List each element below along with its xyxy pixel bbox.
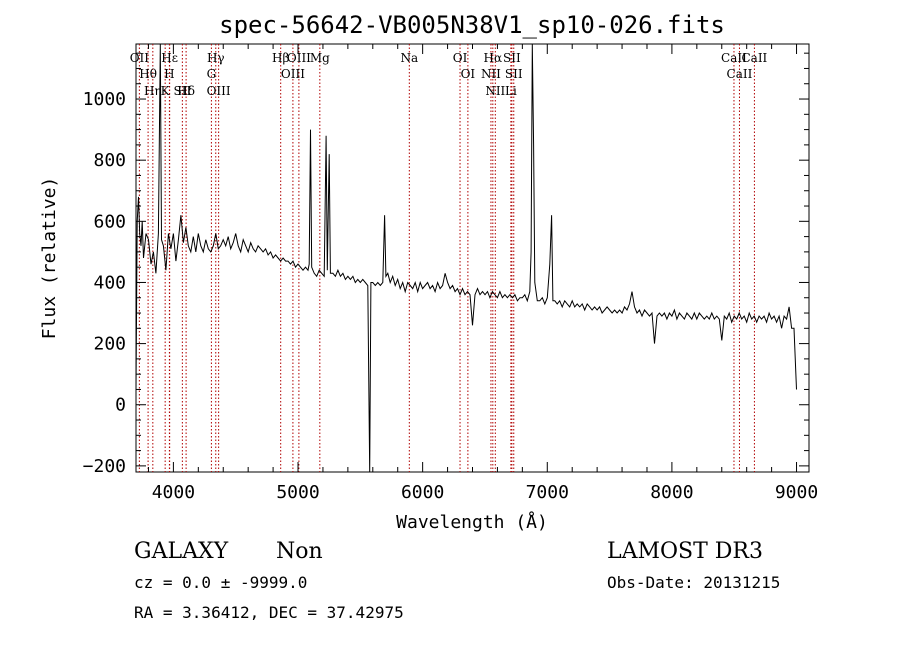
line-label: Hγ [207,51,225,65]
line-label: Hε [161,51,178,65]
emission-line-markers [138,44,755,472]
line-label: Hη [144,84,162,98]
x-tick-label: 8000 [650,482,693,503]
y-tick-label: 600 [93,211,126,232]
line-label: H [164,67,174,81]
object-subclass: Non [276,539,323,564]
line-label: CaII [721,51,747,65]
coordinates-readout: RA = 3.36412, DEC = 37.42975 [134,603,404,622]
line-label: Hδ [177,84,195,98]
line-label: Hθ [139,67,157,81]
x-tick-label: 7000 [526,482,569,503]
line-label: SII [505,67,523,81]
y-tick-label: 400 [93,272,126,293]
x-tick-label: 4000 [152,482,195,503]
x-tick-label: 5000 [276,482,319,503]
line-label: NII [485,84,505,98]
plot-frame [135,43,810,473]
x-tick-label: 9000 [775,482,818,503]
line-label: G [207,67,217,81]
line-label: Li [505,84,517,98]
y-axis-ticks: −200 0 200 400 600 800 1000 [83,52,809,477]
survey-label: LAMOST DR3 [607,539,763,564]
spectrum-line [135,43,797,473]
line-label: Mg [310,51,330,65]
x-axis-label: Wavelength (Å) [396,511,548,533]
object-class: GALAXY [134,539,229,564]
line-label: OII [130,51,150,65]
line-label: OIII [281,67,305,81]
line-label: Hβ [272,51,289,65]
observation-date: Obs-Date: 20131215 [607,573,780,592]
line-label: Hα [484,51,503,65]
line-label: CaII [741,51,767,65]
x-axis-ticks: 4000 5000 6000 7000 8000 9000 [147,44,818,503]
redshift-readout: cz = 0.0 ± -9999.0 [134,573,307,592]
line-label: OI [461,67,476,81]
y-tick-label: 1000 [83,89,126,110]
line-label: CaII [727,67,753,81]
y-tick-label: 200 [93,334,126,355]
line-label: NII [481,67,501,81]
y-tick-label: 0 [115,395,126,416]
line-label: K [161,84,171,98]
line-label: OIII [207,84,231,98]
line-label: SII [503,51,521,65]
y-tick-label: −200 [83,456,126,477]
line-label: SII [174,84,192,98]
line-label: OI [453,51,468,65]
x-tick-label: 6000 [401,482,444,503]
line-label: Na [400,51,418,65]
chart-title: spec-56642-VB005N38V1_sp10-026.fits [219,11,725,39]
y-axis-label: Flux (relative) [39,177,60,340]
y-tick-label: 800 [93,150,126,171]
line-label: OIII [287,51,311,65]
